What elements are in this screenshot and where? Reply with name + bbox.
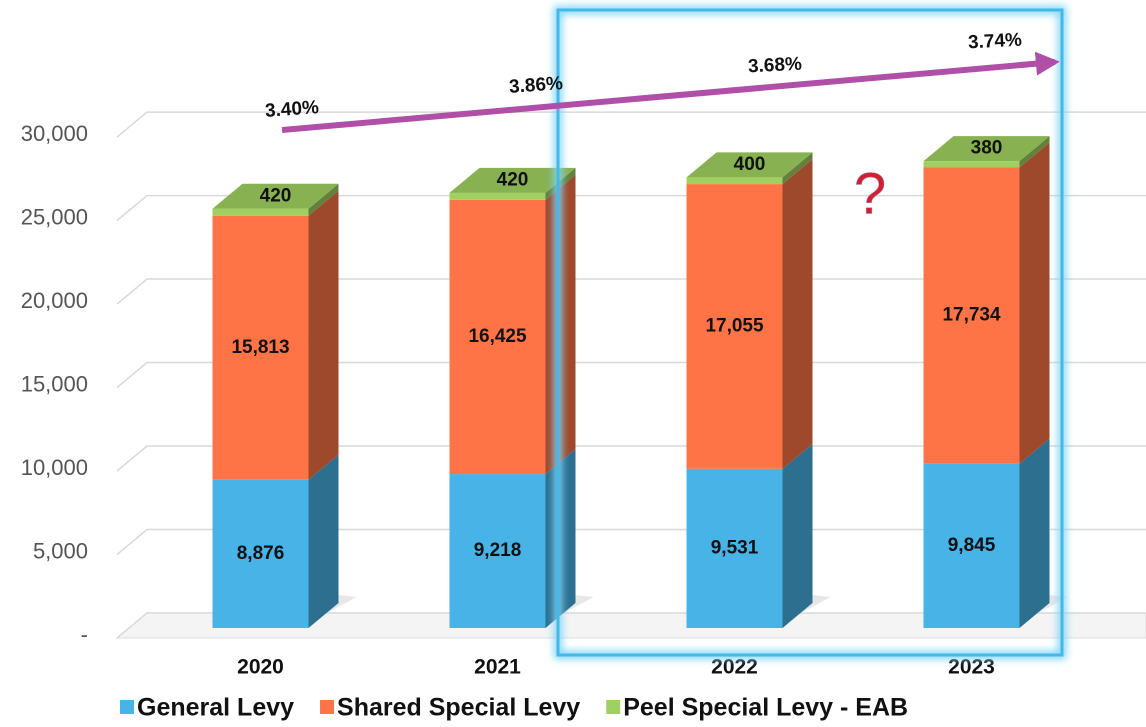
- bar-segment: [686, 184, 783, 469]
- grid-line: [116, 111, 1146, 138]
- y-tick-label: 20,000: [21, 288, 88, 313]
- bar-top: [449, 167, 576, 193]
- data-label: 420: [260, 185, 292, 206]
- legend-label: General Levy: [137, 694, 294, 722]
- bar-segment: [923, 463, 1020, 628]
- data-label: 380: [971, 138, 1003, 159]
- x-tick-label: 2022: [711, 656, 758, 679]
- x-tick-label: 2020: [237, 656, 284, 679]
- question-mark: ?: [854, 161, 886, 226]
- y-tick-label: 5,000: [33, 538, 88, 563]
- bar-side: [782, 443, 813, 628]
- data-label: 9,531: [711, 537, 759, 558]
- legend-swatch: [606, 700, 621, 714]
- highlight-box: [556, 8, 1064, 657]
- bar-side: [308, 454, 339, 628]
- bar-segment: [449, 199, 546, 475]
- bar-top: [212, 183, 339, 209]
- data-label: 9,845: [948, 535, 996, 556]
- data-label: 17,055: [705, 315, 764, 336]
- bar-side: [1019, 438, 1050, 628]
- y-tick-label: 10,000: [21, 455, 88, 480]
- grid-line: [116, 194, 1146, 222]
- bar-top: [923, 136, 1050, 162]
- x-tick-label: 2021: [474, 656, 521, 679]
- grid-line: [116, 612, 1146, 639]
- growth-arrow: [281, 51, 1060, 133]
- growth-label: 3.86%: [508, 73, 563, 98]
- bar-side: [782, 159, 813, 469]
- grid: - 5,000 10,000 15,000 20,000 25,000 30,000: [21, 111, 1146, 647]
- y-tick-label: -: [81, 622, 88, 647]
- y-tick-label: 30,000: [21, 121, 88, 146]
- data-label: 16,425: [468, 326, 527, 347]
- data-label: 400: [734, 154, 766, 175]
- growth-label: 3.74%: [968, 30, 1023, 54]
- overlay: 3.40% 3.86% 3.68% 3.74%? General Levy Shared …: [120, 6, 1066, 722]
- bar-segment: [923, 161, 1020, 168]
- data-label: 9,218: [474, 540, 522, 561]
- bar-side: [308, 183, 339, 216]
- growth-label: 3.40%: [264, 97, 319, 122]
- data-label: 8,876: [237, 543, 285, 564]
- bar-segment: [449, 192, 546, 200]
- grid-line: [116, 445, 1146, 472]
- bar-segment: [212, 479, 309, 628]
- bar-side: [782, 152, 813, 185]
- bar-side: [1019, 136, 1050, 168]
- grid-line: [116, 528, 1146, 556]
- growth-label: 3.68%: [748, 54, 803, 78]
- bars: 8,876 15,813 420 2020 9,218 16,425 420 2021 9,53…: [208, 136, 1068, 679]
- bar-side: [308, 190, 339, 480]
- bar-segment: [212, 215, 309, 480]
- bar-segment: [449, 474, 546, 628]
- bar-segment: [686, 177, 783, 185]
- bar-segment: [212, 208, 309, 216]
- x-tick-label: 2023: [948, 656, 995, 679]
- y-tick-label: 25,000: [21, 204, 88, 229]
- bar-segment: [923, 167, 1020, 464]
- bar-side: [1019, 142, 1050, 464]
- legend-swatch: [120, 700, 134, 714]
- y-tick-label: 15,000: [21, 371, 88, 396]
- data-label: 420: [497, 169, 529, 190]
- data-label: 15,813: [231, 337, 289, 358]
- grid-line: [116, 361, 1146, 389]
- legend-swatch: [320, 700, 335, 714]
- grid-line: [116, 278, 1146, 305]
- bar-segment: [686, 468, 783, 628]
- data-label: 17,734: [942, 305, 1001, 326]
- legend-label: Shared Special Levy: [337, 694, 580, 722]
- bar-top: [686, 152, 813, 178]
- legend-label: Peel Special Levy - EAB: [623, 694, 908, 722]
